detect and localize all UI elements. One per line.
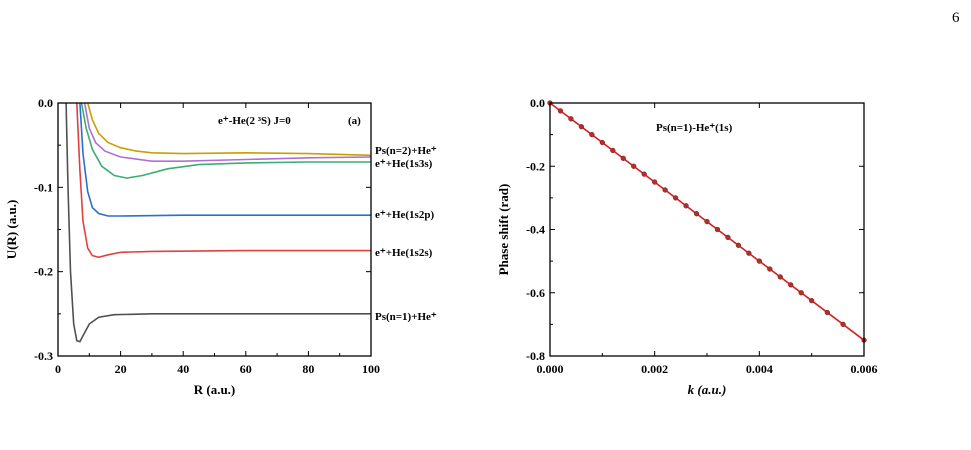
right-y-tick-label-3: -0.6	[526, 286, 545, 300]
phase-point-14	[693, 211, 700, 217]
phase-point-12	[672, 195, 679, 201]
phase-point-7	[620, 155, 626, 161]
phase-point-1	[557, 108, 564, 114]
page-number: 6	[952, 10, 960, 26]
right-y-tick-label-0: 0.0	[530, 96, 545, 110]
right-annotation-title: Ps(n=1)-He⁺(1s)	[656, 122, 733, 134]
left-panel: 0 20 40 60 80 100 0.0 -0.1 -0.2 -0.3 R (a.u.) U(R) …	[4, 96, 437, 397]
left-y-tick-label-3: -0.3	[34, 349, 53, 363]
left-x-tick-label-1: 20	[115, 362, 127, 376]
phase-point-15	[704, 218, 710, 225]
phase-point-24	[798, 290, 804, 296]
phase-point-18	[735, 242, 742, 248]
right-y-tick-label-4: -0.8	[526, 349, 545, 363]
left-y-tick-label-1: -0.1	[34, 180, 53, 194]
left-x-axis-label: R (a.u.)	[194, 382, 236, 397]
phase-point-9	[641, 171, 647, 177]
phase-point-4	[589, 131, 595, 138]
left-plot-frame	[57, 102, 372, 357]
phase-point-5	[599, 139, 605, 146]
phase-point-6	[610, 147, 616, 154]
right-y-axis-label: Phase shift (rad)	[496, 184, 511, 276]
left-y-tick-label-0: 0.0	[38, 96, 53, 110]
left-x-tick-label-3: 60	[240, 362, 252, 376]
phase-point-22	[777, 274, 783, 280]
phase-point-11	[662, 187, 668, 193]
series-label-5: Ps(n=1)+He⁺	[375, 311, 437, 323]
phase-point-10	[652, 179, 658, 185]
curve-3	[79, 103, 371, 217]
right-x-axis-label: k (a.u.)	[688, 382, 727, 397]
phase-point-19	[746, 250, 752, 256]
phase-point-25	[809, 298, 815, 304]
curve-5	[65, 103, 371, 343]
series-label-4: e⁺+He(1s2s)	[375, 247, 433, 259]
phase-point-17	[725, 234, 731, 241]
curve-1	[83, 103, 371, 162]
phase-point-2	[568, 116, 574, 122]
phase-point-23	[788, 282, 794, 288]
series-label-3: e⁺+He(1s2p)	[375, 209, 434, 221]
left-annotation-title: e⁺-He(2 ³S) J=0	[218, 115, 291, 127]
phase-point-27	[840, 321, 846, 328]
curve-0	[86, 103, 371, 157]
left-x-tick-label-2: 40	[177, 362, 189, 376]
right-x-tick-label-2: 0.004	[746, 362, 773, 376]
series-label-2: e⁺+He(1s3s)	[375, 158, 433, 170]
right-x-tick-label-1: 0.002	[641, 362, 668, 376]
left-y-tick-label-2: -0.2	[34, 265, 53, 279]
phase-point-8	[631, 163, 637, 169]
right-x-tick-label-0: 0.000	[537, 362, 564, 376]
phase-point-21	[767, 266, 773, 272]
right-y-tick-label-1: -0.2	[526, 159, 545, 173]
right-x-tick-label-3: 0.006	[851, 362, 878, 376]
phase-point-13	[683, 203, 689, 209]
phase-point-26	[824, 309, 831, 316]
phase-point-20	[756, 258, 762, 264]
phase-point-16	[714, 226, 721, 233]
curve-2	[80, 103, 371, 179]
phase-point-3	[578, 124, 585, 130]
right-panel: 0.000 0.002 0.004 0.006 0.0 -0.2 -0.4 -0.6 -0.8 k…	[496, 96, 878, 397]
right-y-tick-label-2: -0.4	[526, 223, 545, 237]
left-y-axis-label: U(R) (a.u.)	[4, 200, 19, 260]
series-label-0: Ps(n=2)+He⁺	[375, 145, 437, 157]
left-x-tick-label-4: 80	[302, 362, 314, 376]
left-x-tick-label-5: 100	[362, 362, 380, 376]
left-panel-label: (a)	[348, 115, 361, 127]
right-plot-frame	[549, 102, 865, 357]
curve-4	[76, 103, 371, 259]
left-x-tick-label-0: 0	[55, 362, 61, 376]
